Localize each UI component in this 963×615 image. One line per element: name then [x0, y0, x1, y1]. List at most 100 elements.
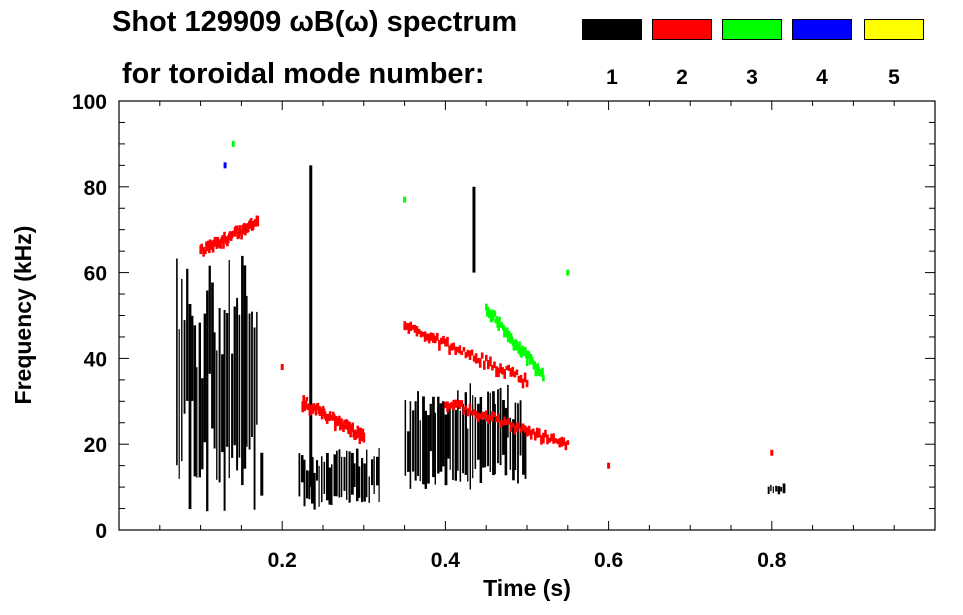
- mode-2-track-3-segment: [566, 440, 570, 445]
- mode-2-track-3-segment: [460, 400, 464, 407]
- mode-2-track-2-segment: [495, 366, 498, 378]
- mode-1-region-2-streak: [492, 391, 495, 476]
- mode-2-track-3-segment: [483, 411, 486, 419]
- mode-2-track-2-segment: [432, 333, 435, 343]
- mode-1-region-1-streak: [298, 453, 301, 497]
- mode-1-region-0-streak: [203, 313, 207, 443]
- mode-1-region-2-streak: [512, 419, 515, 481]
- mode-2-track-0-segment: [205, 241, 208, 249]
- mode-2-track-2-segment: [517, 375, 521, 383]
- mode-1-region-2-streak: [457, 390, 459, 471]
- mode-2-track-0-segment: [253, 219, 257, 224]
- mode-1-region-2-streak: [432, 396, 435, 478]
- mode-1-region-1-streak: [318, 465, 320, 507]
- mode-2-track-2-segment: [478, 358, 482, 368]
- mode-2-track-3-segment: [560, 436, 564, 447]
- mode-1-region-0-streak: [248, 313, 251, 450]
- mode-2-track-3-segment: [556, 439, 559, 445]
- mode-1-region-0-streak: [213, 332, 216, 449]
- mode-3-track-0-segment: [525, 350, 528, 359]
- mode-1-region-2-streak: [502, 400, 505, 455]
- mode-1-region-0-streak: [228, 260, 230, 479]
- mode-2-track-3-segment: [517, 422, 521, 429]
- mode-2-track-2-segment: [489, 356, 492, 367]
- mode-1-region-2-streak: [489, 392, 491, 472]
- mode-2-track-0-segment: [200, 243, 203, 251]
- mode-2-track-2-segment: [511, 366, 515, 377]
- mode-3-track-0-segment: [525, 355, 529, 366]
- mode-1-region-2-streak: [407, 431, 410, 472]
- mode-1-vertical-streak-2: [260, 452, 264, 496]
- mode-2-track-2-segment: [472, 355, 476, 362]
- x-tick-label: 0.4: [431, 549, 461, 572]
- mode-2-track-2-segment: [509, 368, 513, 377]
- mode-2-track-2-segment: [444, 338, 447, 347]
- mode-1-region-1-streak: [366, 449, 368, 498]
- mode-2-track-2-segment: [413, 324, 417, 333]
- legend-swatch-mode-4: [792, 19, 852, 40]
- mode-3-track-0-segment: [524, 347, 527, 352]
- mode-2-track-1-segment: [362, 432, 366, 443]
- mode-1-region-0-streak: [253, 327, 256, 510]
- mode-1-region-3-streak: [775, 485, 778, 492]
- mode-1-region-3-streak: [767, 486, 770, 494]
- chart-title: Shot 129909 ωB(ω) spectrum: [112, 6, 518, 38]
- mode-1-region-1-streak: [323, 461, 326, 494]
- mode-2-track-3-segment: [470, 410, 474, 416]
- series-mode-3: [231, 140, 570, 382]
- mode-1-region-1-streak: [361, 458, 364, 503]
- mode-2-track-2-segment: [450, 343, 453, 351]
- mode-2-track-3-segment: [550, 433, 553, 442]
- mode-2-track-1-segment: [334, 420, 337, 432]
- mode-2-track-2-segment: [464, 352, 468, 359]
- mode-2-track-1-segment: [313, 405, 317, 411]
- mode-1-region-1-streak: [363, 463, 366, 502]
- mode-2-scatter-point-2: [607, 462, 611, 469]
- mode-2-track-2-segment: [423, 331, 427, 342]
- mode-2-track-2-segment: [505, 365, 508, 370]
- mode-2-track-1-segment: [349, 428, 352, 438]
- mode-2-track-3-segment: [558, 438, 561, 448]
- mode-2-track-0-segment: [237, 228, 241, 239]
- mode-1-region-0-streak: [233, 306, 236, 446]
- mode-2-track-3-segment: [450, 402, 453, 409]
- mode-1-region-2-streak: [404, 400, 407, 476]
- mode-2-track-1-segment: [302, 395, 305, 402]
- mode-1-region-1-streak: [343, 456, 346, 491]
- mode-1-region-2-streak: [504, 407, 508, 476]
- mode-2-track-2-segment: [485, 354, 488, 361]
- mode-2-track-3-segment: [478, 413, 482, 419]
- x-tick-label: 0.6: [594, 549, 623, 572]
- mode-1-region-0-streak: [243, 265, 247, 469]
- mode-2-track-2-segment: [458, 345, 462, 354]
- mode-2-track-3-segment: [527, 425, 531, 436]
- mode-2-track-1-segment: [333, 414, 336, 421]
- mode-1-region-1-streak: [336, 450, 338, 497]
- mode-2-track-3-segment: [464, 405, 468, 411]
- mode-1-region-1-streak: [351, 452, 354, 495]
- mode-2-track-2-segment: [521, 378, 525, 389]
- mode-2-track-2-segment: [507, 364, 510, 371]
- mode-2-track-3-segment: [466, 408, 470, 417]
- mode-2-track-0-segment: [244, 227, 247, 236]
- mode-1-region-0-streak: [238, 314, 241, 458]
- mode-2-track-2-segment: [438, 340, 441, 351]
- mode-1-region-2-streak: [409, 401, 412, 489]
- mode-1-region-0-streak: [236, 297, 239, 471]
- mode-2-track-2-segment: [499, 363, 502, 374]
- mode-2-track-0-segment: [227, 235, 230, 244]
- mode-2-track-1-segment: [338, 415, 341, 425]
- mode-2-track-2-segment: [403, 321, 406, 331]
- mode-2-track-0-segment: [214, 237, 218, 242]
- mode-2-track-3-segment: [454, 399, 457, 408]
- mode-2-track-3-segment: [548, 437, 551, 443]
- mode-2-track-3-segment: [474, 410, 478, 419]
- mode-2-track-0-segment: [235, 225, 239, 231]
- mode-1-region-1-streak: [303, 459, 306, 507]
- mode-2-track-3-segment: [507, 418, 510, 425]
- mode-1-region-2-streak: [509, 417, 512, 470]
- mode-3-track-0-segment: [493, 310, 497, 317]
- legend-swatch-mode-2: [652, 19, 712, 40]
- mode-2-track-2-segment: [417, 328, 421, 334]
